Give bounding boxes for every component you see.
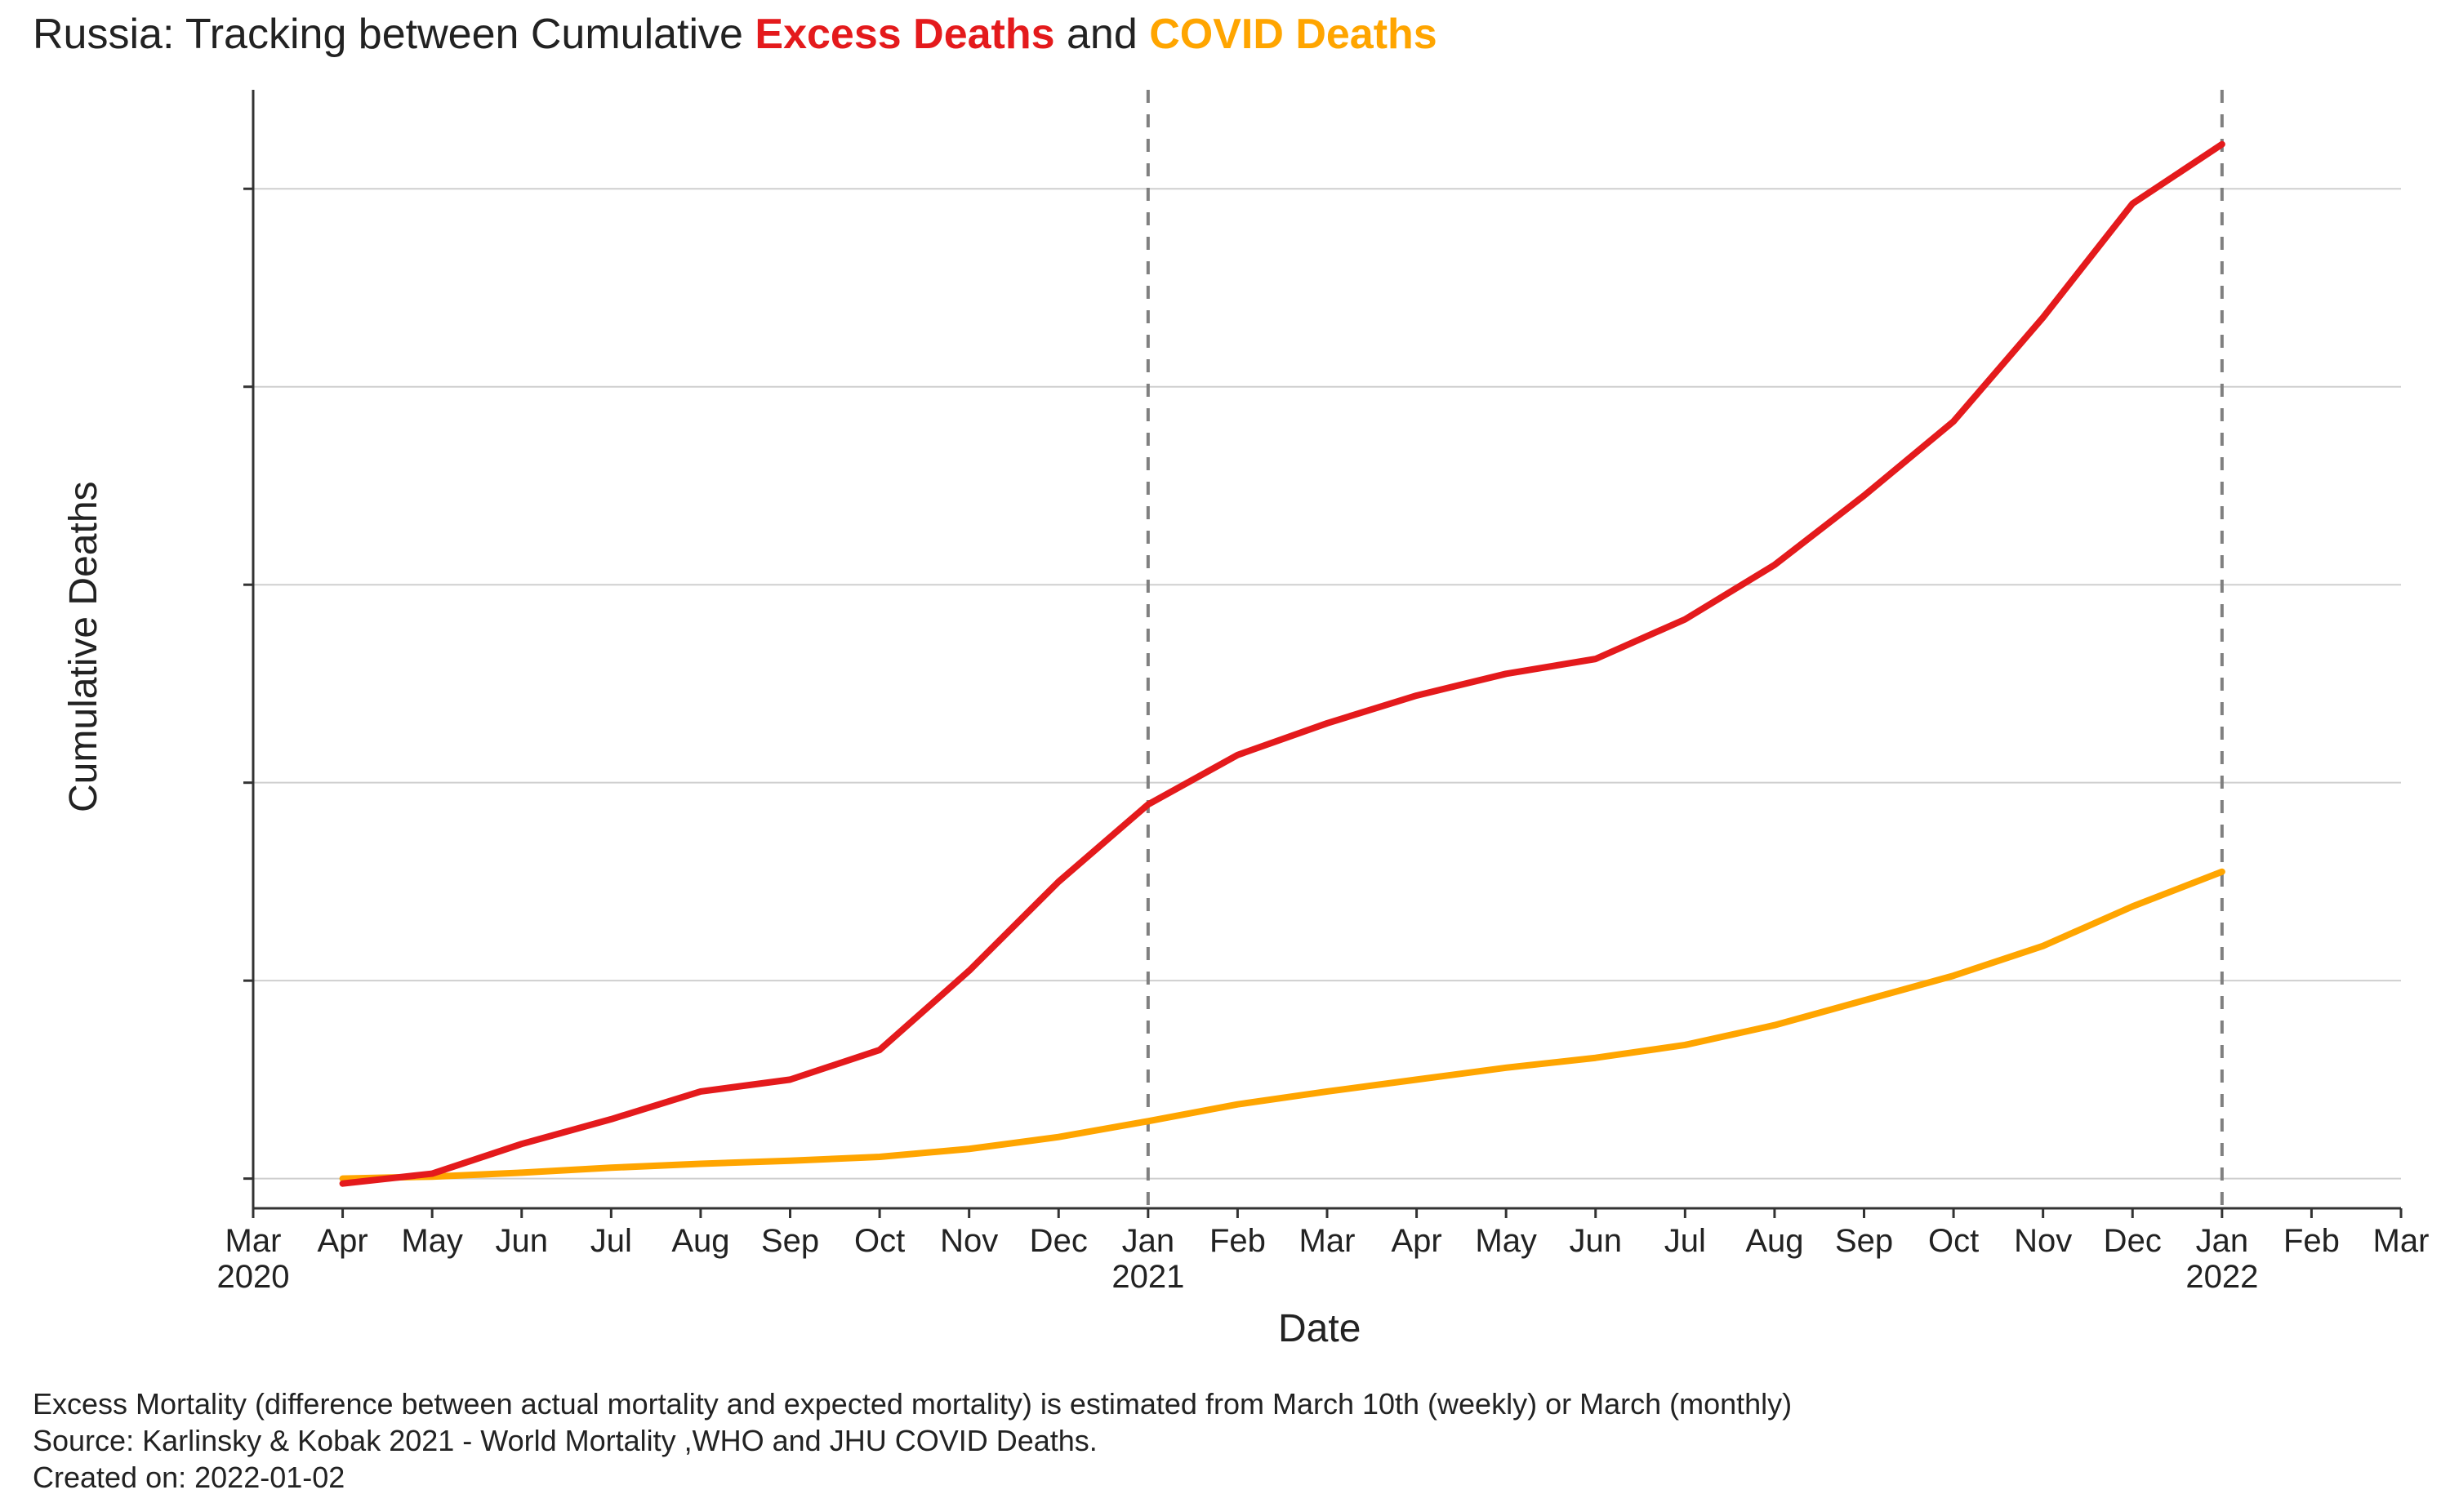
series-line <box>343 145 2222 1184</box>
chart-title: Russia: Tracking between Cumulative Exce… <box>33 10 1437 59</box>
footer-line3: Created on: 2022-01-02 <box>33 1459 1792 1496</box>
x-tick-label: Nov <box>2014 1223 2072 1259</box>
footer-line1: Excess Mortality (difference between act… <box>33 1385 1792 1422</box>
x-tick-label: May <box>1475 1223 1537 1259</box>
chart-footer: Excess Mortality (difference between act… <box>33 1385 1792 1496</box>
x-tick-label: Sep <box>1835 1223 1893 1259</box>
x-tick-label: Mar 2020 <box>217 1223 290 1295</box>
x-tick-label: Sep <box>761 1223 819 1259</box>
x-tick-label: Jun <box>496 1223 549 1259</box>
x-tick-label: Jul <box>1664 1223 1706 1259</box>
x-tick-label: Apr <box>1391 1223 1441 1259</box>
x-tick-label: Aug <box>671 1223 729 1259</box>
title-covid-highlight: COVID Deaths <box>1149 11 1437 58</box>
x-tick-label: Nov <box>940 1223 998 1259</box>
footer-line2: Source: Karlinsky & Kobak 2021 - World M… <box>33 1422 1792 1459</box>
x-tick-label: Dec <box>2104 1223 2162 1259</box>
x-tick-label: Oct <box>854 1223 905 1259</box>
x-tick-label: Apr <box>317 1223 368 1259</box>
title-excess-highlight: Excess Deaths <box>755 11 1054 58</box>
x-tick-label: Jun <box>1570 1223 1623 1259</box>
x-tick-label: Jan 2021 <box>1111 1223 1184 1295</box>
series-line <box>343 872 2222 1179</box>
x-tick-label: Dec <box>1030 1223 1088 1259</box>
y-axis-label: Cumulative Deaths <box>61 481 106 812</box>
x-tick-label: Aug <box>1745 1223 1803 1259</box>
x-tick-label: Oct <box>1928 1223 1979 1259</box>
x-tick-label: Jul <box>590 1223 632 1259</box>
x-tick-label: Feb <box>2283 1223 2340 1259</box>
x-axis-label: Date <box>1278 1306 1361 1351</box>
chart-container: { "title": { "prefix": "Russia: Tracking… <box>0 0 2450 1512</box>
chart-svg <box>253 90 2401 1208</box>
x-tick-label: Mar <box>1299 1223 1356 1259</box>
title-mid: and <box>1055 11 1150 58</box>
title-prefix: Russia: Tracking between Cumulative <box>33 11 755 58</box>
x-tick-label: May <box>401 1223 463 1259</box>
x-tick-label: Feb <box>1209 1223 1266 1259</box>
x-tick-label: Jan 2022 <box>2185 1223 2258 1295</box>
x-tick-label: Mar <box>2373 1223 2430 1259</box>
